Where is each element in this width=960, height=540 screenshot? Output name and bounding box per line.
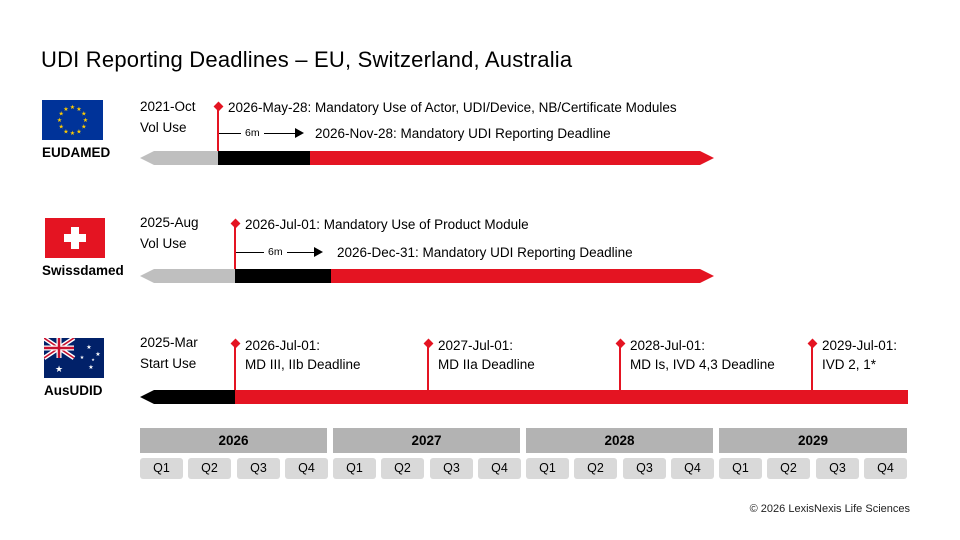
svg-text:★: ★ bbox=[83, 117, 88, 124]
svg-text:★: ★ bbox=[70, 104, 75, 111]
svg-text:★: ★ bbox=[59, 124, 64, 131]
ausudid-milestone-4: 2029-Jul-01: IVD 2, 1* bbox=[822, 336, 897, 374]
milestone-desc: IVD 2, 1* bbox=[822, 357, 877, 372]
quarter-cell: Q4 bbox=[478, 458, 521, 479]
svg-text:★: ★ bbox=[91, 357, 95, 362]
swissdamed-bar-transition-segment bbox=[235, 269, 331, 283]
ausudid-bar-mandatory-segment bbox=[235, 390, 908, 404]
svg-text:★: ★ bbox=[70, 130, 75, 137]
ausudid-milestone-3: 2028-Jul-01: MD Is, IVD 4,3 Deadline bbox=[630, 336, 775, 374]
quarter-cell: Q3 bbox=[237, 458, 280, 479]
year-cell-2029: 2029 bbox=[719, 428, 907, 453]
start-note-line1: 2021-Oct bbox=[140, 99, 196, 114]
ausudid-bar-left-tip bbox=[140, 390, 154, 404]
row-label-ausudid: AusUDID bbox=[44, 383, 103, 398]
swissdamed-bar-mandatory-segment bbox=[331, 269, 700, 283]
quarter-cell: Q2 bbox=[188, 458, 231, 479]
quarter-cell: Q2 bbox=[381, 458, 424, 479]
eudamed-milestone-text: 2026-May-28: Mandatory Use of Actor, UDI… bbox=[228, 100, 677, 115]
svg-text:★: ★ bbox=[55, 365, 63, 375]
milestone-line bbox=[234, 346, 236, 390]
row-label-eudamed: EUDAMED bbox=[42, 145, 111, 160]
quarter-cell: Q1 bbox=[333, 458, 376, 479]
swissdamed-start-note: 2025-Aug Vol Use bbox=[140, 212, 199, 254]
australia-flag-icon: ★ ★ ★ ★ ★ ★ bbox=[44, 338, 104, 378]
gap-arrow-head-icon bbox=[295, 128, 304, 138]
milestone-line bbox=[234, 226, 236, 269]
gap-label: 6m bbox=[241, 126, 264, 140]
svg-text:★: ★ bbox=[59, 111, 64, 118]
start-note-line1: 2025-Aug bbox=[140, 215, 199, 230]
svg-text:★: ★ bbox=[63, 106, 68, 113]
ausudid-milestone-2: 2027-Jul-01: MD IIa Deadline bbox=[438, 336, 535, 374]
svg-text:★: ★ bbox=[63, 129, 68, 136]
milestone-date: 2029-Jul-01: bbox=[822, 338, 898, 353]
svg-text:★: ★ bbox=[81, 124, 86, 131]
ausudid-start-note: 2025-Mar Start Use bbox=[140, 332, 198, 374]
eu-flag-icon: ★ ★ ★ ★ ★ ★ ★ ★ ★ ★ ★ ★ bbox=[42, 100, 103, 140]
quarter-cell: Q2 bbox=[574, 458, 617, 479]
milestone-desc: MD III, IIb Deadline bbox=[245, 357, 361, 372]
year-cell-2026: 2026 bbox=[140, 428, 327, 453]
quarter-cell: Q1 bbox=[140, 458, 183, 479]
eudamed-bar-mandatory-segment bbox=[310, 151, 700, 165]
quarter-cell: Q4 bbox=[671, 458, 714, 479]
gap-arrow: 6m bbox=[219, 126, 304, 140]
milestone-desc: MD Is, IVD 4,3 Deadline bbox=[630, 357, 775, 372]
row-label-swissdamed: Swissdamed bbox=[42, 263, 124, 278]
svg-text:★: ★ bbox=[95, 351, 100, 358]
page-title: UDI Reporting Deadlines – EU, Switzerlan… bbox=[41, 47, 573, 72]
eudamed-bar-voluntary-segment bbox=[154, 151, 218, 165]
svg-text:★: ★ bbox=[76, 129, 81, 136]
ausudid-bar-start-segment bbox=[154, 390, 235, 404]
swissdamed-bar-voluntary-segment bbox=[154, 269, 235, 283]
svg-text:★: ★ bbox=[81, 111, 86, 118]
milestone-date: 2027-Jul-01: bbox=[438, 338, 514, 353]
swissdamed-deadline-text: 2026-Dec-31: Mandatory UDI Reporting Dea… bbox=[337, 245, 633, 260]
eudamed-deadline-text: 2026-Nov-28: Mandatory UDI Reporting Dea… bbox=[315, 126, 611, 141]
milestone-line bbox=[811, 346, 813, 390]
svg-text:★: ★ bbox=[57, 117, 62, 124]
start-note-line1: 2025-Mar bbox=[140, 335, 198, 350]
eudamed-start-note: 2021-Oct Vol Use bbox=[140, 96, 196, 138]
swissdamed-bar-right-tip bbox=[700, 269, 714, 283]
gap-label: 6m bbox=[264, 245, 287, 259]
quarter-cell: Q4 bbox=[285, 458, 328, 479]
milestone-desc: MD IIa Deadline bbox=[438, 357, 535, 372]
switzerland-flag-icon bbox=[45, 218, 105, 258]
quarter-cell: Q2 bbox=[767, 458, 810, 479]
gap-arrow: 6m bbox=[236, 245, 323, 259]
year-cell-2027: 2027 bbox=[333, 428, 520, 453]
year-cell-2028: 2028 bbox=[526, 428, 713, 453]
quarter-cell: Q1 bbox=[719, 458, 762, 479]
quarter-cell: Q1 bbox=[526, 458, 569, 479]
quarter-cell: Q3 bbox=[430, 458, 473, 479]
milestone-line bbox=[217, 109, 219, 152]
swissdamed-bar-left-tip bbox=[140, 269, 154, 283]
milestone-date: 2026-Jul-01: bbox=[245, 338, 321, 353]
eudamed-bar-left-tip bbox=[140, 151, 154, 165]
milestone-date: 2028-Jul-01: bbox=[630, 338, 706, 353]
quarter-cell: Q3 bbox=[816, 458, 859, 479]
start-note-line2: Vol Use bbox=[140, 120, 187, 135]
quarter-cell: Q4 bbox=[864, 458, 907, 479]
milestone-line bbox=[619, 346, 621, 390]
svg-text:★: ★ bbox=[80, 355, 85, 361]
ausudid-milestone-1: 2026-Jul-01: MD III, IIb Deadline bbox=[245, 336, 361, 374]
svg-text:★: ★ bbox=[86, 344, 91, 351]
start-note-line2: Start Use bbox=[140, 356, 197, 371]
quarter-cell: Q3 bbox=[623, 458, 666, 479]
eudamed-bar-transition-segment bbox=[218, 151, 310, 165]
copyright-text: © 2026 LexisNexis Life Sciences bbox=[749, 503, 910, 515]
svg-text:★: ★ bbox=[76, 106, 81, 113]
svg-text:★: ★ bbox=[88, 364, 93, 371]
milestone-line bbox=[427, 346, 429, 390]
swissdamed-milestone-text: 2026-Jul-01: Mandatory Use of Product Mo… bbox=[245, 217, 529, 232]
eudamed-bar-right-tip bbox=[700, 151, 714, 165]
gap-arrow-head-icon bbox=[314, 247, 323, 257]
start-note-line2: Vol Use bbox=[140, 236, 187, 251]
